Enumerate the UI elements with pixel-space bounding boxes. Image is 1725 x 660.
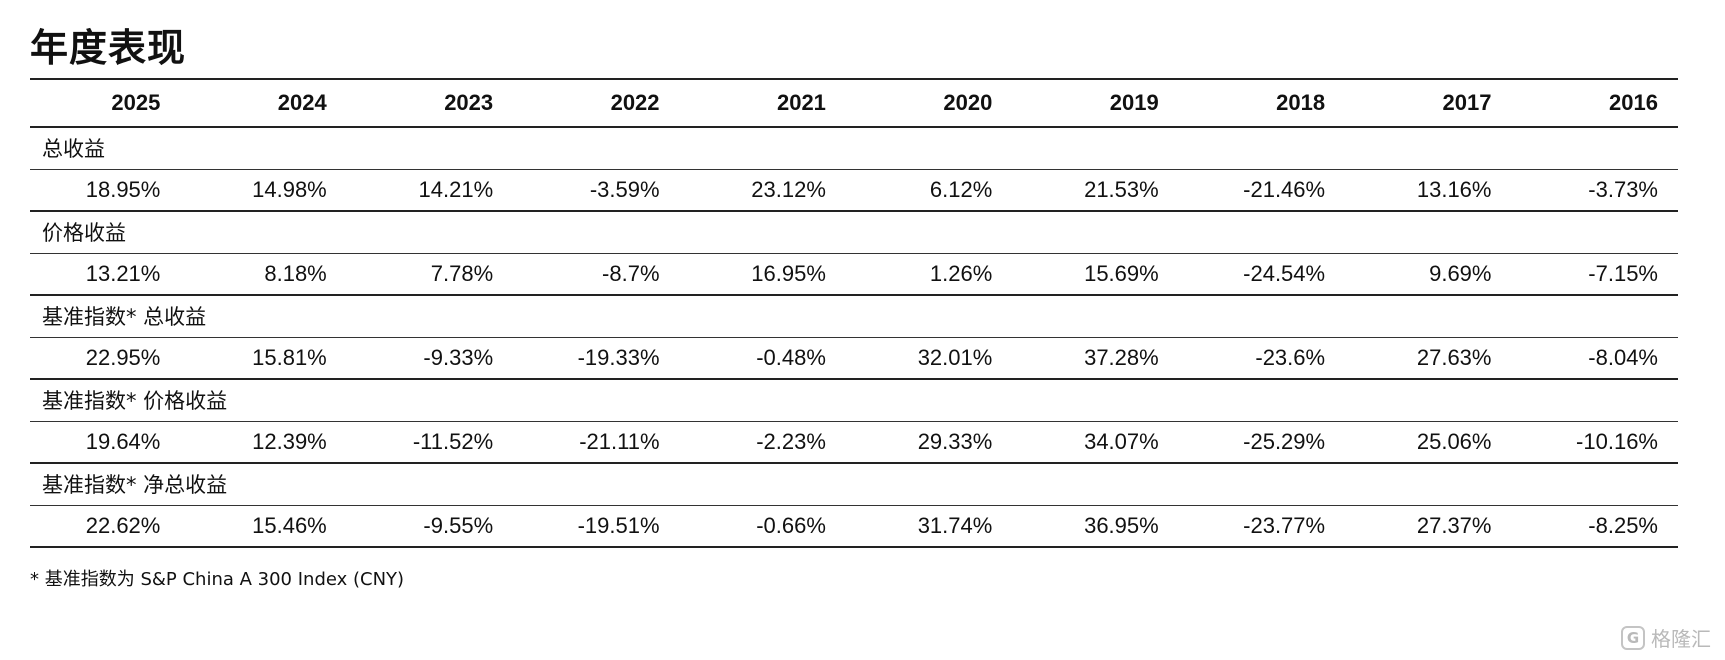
return-value-cell: 13.21% bbox=[30, 253, 181, 296]
return-value-cell: -11.52% bbox=[346, 421, 514, 464]
return-value-cell: -21.11% bbox=[513, 421, 680, 464]
return-value-cell: -7.15% bbox=[1511, 253, 1678, 296]
return-value-cell: -23.77% bbox=[1178, 505, 1346, 548]
year-header-row: 2025 2024 2023 2022 2021 2020 2019 2018 … bbox=[30, 78, 1678, 128]
return-value-cell: -23.6% bbox=[1178, 337, 1346, 380]
section-label: 总收益 bbox=[30, 127, 1678, 170]
year-header: 2018 bbox=[1178, 78, 1346, 128]
return-value-cell: 8.18% bbox=[180, 253, 347, 296]
return-value-cell: 23.12% bbox=[679, 169, 846, 212]
return-value-cell: -25.29% bbox=[1178, 421, 1346, 464]
return-value-cell: 13.16% bbox=[1345, 169, 1512, 212]
annual-performance-table: 2025 2024 2023 2022 2021 2020 2019 2018 … bbox=[30, 78, 1678, 548]
year-header: 2019 bbox=[1012, 78, 1179, 128]
watermark: G 格隆汇 bbox=[1621, 623, 1711, 652]
return-value-cell: 7.78% bbox=[346, 253, 514, 296]
return-value-cell: 31.74% bbox=[845, 505, 1013, 548]
return-value-cell: 21.53% bbox=[1012, 169, 1179, 212]
section-label-row: 基准指数* 价格收益 bbox=[30, 379, 1678, 422]
return-value-cell: 15.46% bbox=[180, 505, 347, 548]
year-header: 2017 bbox=[1345, 78, 1512, 128]
section-label-row: 价格收益 bbox=[30, 211, 1678, 254]
return-value-cell: 15.81% bbox=[180, 337, 347, 380]
return-value-cell: 19.64% bbox=[30, 421, 181, 464]
return-value-cell: 37.28% bbox=[1012, 337, 1179, 380]
return-value-cell: 9.69% bbox=[1345, 253, 1512, 296]
return-value-cell: 22.95% bbox=[30, 337, 181, 380]
return-value-cell: 14.98% bbox=[180, 169, 347, 212]
section-values-row: 22.62% 15.46% -9.55% -19.51% -0.66% 31.74% 36.… bbox=[30, 505, 1678, 548]
return-value-cell: 15.69% bbox=[1012, 253, 1179, 296]
page-title: 年度表现 bbox=[30, 26, 187, 70]
return-value-cell: 29.33% bbox=[845, 421, 1013, 464]
return-value-cell: -3.59% bbox=[513, 169, 680, 212]
return-value-cell: 22.62% bbox=[30, 505, 181, 548]
return-value-cell: -9.55% bbox=[346, 505, 514, 548]
return-value-cell: -0.48% bbox=[679, 337, 846, 380]
year-header: 2021 bbox=[679, 78, 846, 128]
return-value-cell: -19.33% bbox=[513, 337, 680, 380]
return-value-cell: 27.63% bbox=[1345, 337, 1512, 380]
return-value-cell: 27.37% bbox=[1345, 505, 1512, 548]
return-value-cell: -8.04% bbox=[1511, 337, 1678, 380]
return-value-cell: -10.16% bbox=[1511, 421, 1678, 464]
return-value-cell: 6.12% bbox=[845, 169, 1013, 212]
return-value-cell: -21.46% bbox=[1178, 169, 1346, 212]
return-value-cell: 12.39% bbox=[180, 421, 347, 464]
section-label: 基准指数* 净总收益 bbox=[30, 463, 1678, 506]
section-label-row: 总收益 bbox=[30, 127, 1678, 170]
watermark-text: 格隆汇 bbox=[1651, 627, 1711, 651]
section-values-row: 22.95% 15.81% -9.33% -19.33% -0.48% 32.01% 37.… bbox=[30, 337, 1678, 380]
year-header: 2020 bbox=[845, 78, 1013, 128]
return-value-cell: -8.7% bbox=[513, 253, 680, 296]
return-value-cell: -8.25% bbox=[1511, 505, 1678, 548]
section-values-row: 19.64% 12.39% -11.52% -21.11% -2.23% 29.33% 34… bbox=[30, 421, 1678, 464]
return-value-cell: -19.51% bbox=[513, 505, 680, 548]
return-value-cell: 18.95% bbox=[30, 169, 181, 212]
section-label: 价格收益 bbox=[30, 211, 1678, 254]
year-header: 2025 bbox=[30, 78, 181, 128]
return-value-cell: -2.23% bbox=[679, 421, 846, 464]
return-value-cell: -0.66% bbox=[679, 505, 846, 548]
section-values-row: 13.21% 8.18% 7.78% -8.7% 16.95% 1.26% 15.69% -2… bbox=[30, 253, 1678, 296]
return-value-cell: -24.54% bbox=[1178, 253, 1346, 296]
return-value-cell: 32.01% bbox=[845, 337, 1013, 380]
section-label-row: 基准指数* 总收益 bbox=[30, 295, 1678, 338]
return-value-cell: -9.33% bbox=[346, 337, 514, 380]
return-value-cell: 36.95% bbox=[1012, 505, 1179, 548]
section-values-row: 18.95% 14.98% 14.21% -3.59% 23.12% 6.12% 21.53… bbox=[30, 169, 1678, 212]
year-header: 2022 bbox=[513, 78, 680, 128]
year-header: 2016 bbox=[1511, 78, 1678, 128]
return-value-cell: 16.95% bbox=[679, 253, 846, 296]
section-label: 基准指数* 总收益 bbox=[30, 295, 1678, 338]
section-label: 基准指数* 价格收益 bbox=[30, 379, 1678, 422]
gelonghui-logo-icon: G bbox=[1621, 625, 1645, 650]
year-header: 2023 bbox=[346, 78, 514, 128]
return-value-cell: 34.07% bbox=[1012, 421, 1179, 464]
section-label-row: 基准指数* 净总收益 bbox=[30, 463, 1678, 506]
return-value-cell: 1.26% bbox=[845, 253, 1013, 296]
footnote: * 基准指数为 S&P China A 300 Index (CNY) bbox=[30, 569, 405, 590]
return-value-cell: 25.06% bbox=[1345, 421, 1512, 464]
year-header: 2024 bbox=[180, 78, 347, 128]
return-value-cell: -3.73% bbox=[1511, 169, 1678, 212]
return-value-cell: 14.21% bbox=[346, 169, 514, 212]
